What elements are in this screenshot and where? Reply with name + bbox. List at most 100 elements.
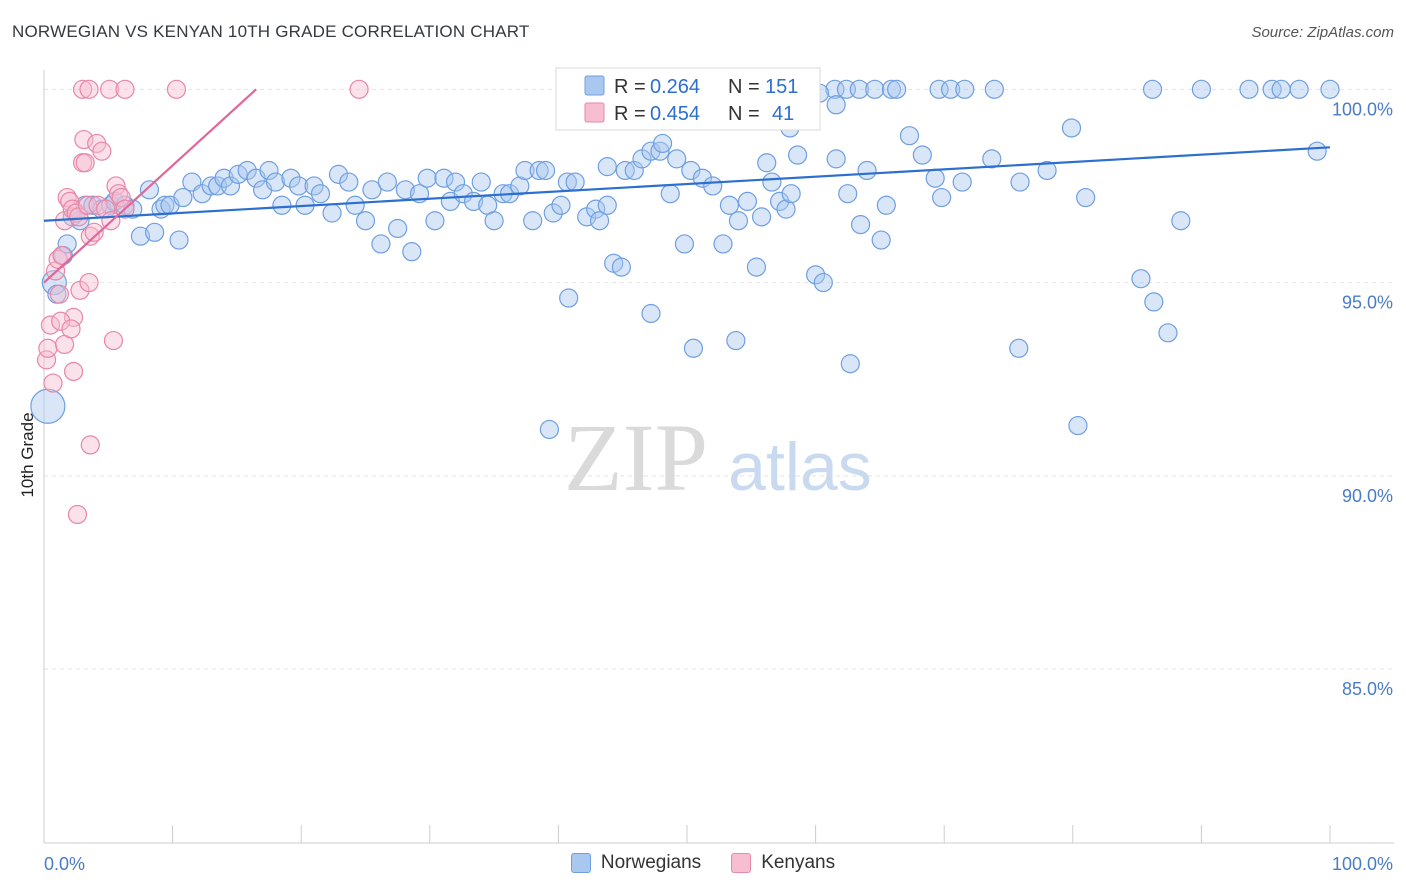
point-kenyans-35 [349, 79, 369, 99]
point-norwegians-38 [304, 176, 324, 196]
point-norwegians-42 [339, 172, 359, 192]
point-norwegians-46 [371, 234, 391, 254]
watermark-zip: ZIP [564, 404, 708, 511]
point-norwegians-98 [762, 172, 782, 192]
point-norwegians-147 [683, 338, 704, 358]
chart-title: NORWEGIAN VS KENYAN 10TH GRADE CORRELATI… [12, 22, 530, 41]
point-norwegians-44 [355, 211, 376, 231]
legend-item-kenyans: Kenyans [731, 852, 835, 874]
point-kenyans-40 [63, 361, 84, 382]
point-norwegians-134 [865, 79, 885, 99]
legend-swatch-kenyans [584, 102, 605, 123]
point-kenyans-34 [166, 79, 187, 99]
legend-r-label-kenyans: R = [614, 103, 646, 125]
point-norwegians-125 [1239, 79, 1259, 99]
point-kenyans-41 [80, 435, 100, 455]
point-norwegians-146 [726, 330, 746, 351]
point-norwegians-34 [272, 195, 292, 215]
point-norwegians-149 [559, 288, 579, 308]
point-norwegians-65 [515, 160, 535, 181]
point-norwegians-105 [826, 149, 846, 169]
legend-label-norwegians: Norwegians [600, 852, 702, 873]
point-kenyans-42 [67, 504, 88, 525]
point-norwegians-90 [703, 176, 723, 196]
point-norwegians-76 [597, 195, 617, 215]
legend-label-kenyans: Kenyans [761, 852, 836, 873]
point-kenyans-39 [103, 330, 124, 351]
legend-item-norwegians: Norwegians [570, 852, 702, 874]
point-norwegians-45 [362, 180, 382, 200]
point-norwegians-21 [173, 187, 193, 208]
point-norwegians-83 [650, 141, 670, 161]
point-kenyans-12 [63, 307, 84, 327]
x-tick-label-1: 100.0% [1332, 854, 1393, 874]
point-kenyans-10 [60, 191, 80, 212]
point-norwegians-102 [787, 145, 808, 165]
point-norwegians-96 [751, 207, 772, 227]
point-kenyans-17 [75, 153, 95, 173]
point-norwegians-115 [952, 172, 972, 192]
source-credit: Source: ZipAtlas.com [1251, 24, 1394, 41]
point-norwegians-107 [851, 215, 871, 235]
point-norwegians-129 [1307, 141, 1327, 161]
point-norwegians-14 [130, 226, 151, 246]
point-norwegians-35 [281, 168, 301, 188]
point-norwegians-59 [471, 172, 491, 192]
point-norwegians-133 [849, 79, 869, 99]
point-kenyans-30 [72, 79, 93, 99]
y-tick-label-2: 90.0% [1342, 486, 1393, 506]
point-norwegians-54 [434, 168, 454, 188]
legend-swatch-norwegians-bottom [570, 853, 591, 873]
point-norwegians-131 [825, 79, 845, 99]
point-norwegians-137 [929, 79, 949, 99]
trend-line-norwegians [43, 146, 1331, 222]
point-kenyans-36 [51, 311, 71, 331]
point-norwegians-20 [169, 230, 189, 250]
point-norwegians-121 [1144, 292, 1164, 312]
point-kenyans-31 [79, 79, 99, 99]
y-tick-label-3: 85.0% [1342, 679, 1393, 699]
point-norwegians-140 [984, 79, 1004, 99]
point-norwegians-152 [826, 95, 846, 115]
point-norwegians-41 [328, 164, 349, 184]
y-tick-label-0: 100.0% [1332, 99, 1393, 119]
watermark-atlas: atlas [728, 429, 872, 505]
point-kenyans-26 [106, 176, 126, 196]
trend-lines [43, 88, 1331, 284]
point-norwegians-101 [781, 184, 801, 204]
point-norwegians-49 [395, 180, 415, 200]
point-norwegians-100 [776, 199, 796, 219]
point-norwegians-33 [265, 172, 286, 192]
legend-swatch-kenyans-bottom [731, 853, 752, 873]
point-norwegians-150 [539, 419, 559, 440]
point-norwegians-128 [1289, 79, 1309, 99]
point-kenyans-20 [84, 222, 104, 242]
point-norwegians-108 [857, 160, 877, 181]
point-kenyans-38 [79, 272, 99, 293]
point-norwegians-56 [445, 172, 466, 192]
point-kenyans-7 [52, 245, 72, 266]
point-norwegians-145 [840, 354, 860, 374]
point-norwegians-143 [1142, 79, 1163, 99]
point-norwegians-99 [769, 191, 790, 212]
legend-n-label-norwegians: N = [728, 76, 760, 98]
point-norwegians-88 [681, 160, 701, 181]
point-norwegians-78 [611, 257, 632, 277]
point-norwegians-47 [377, 172, 397, 192]
legend-n-label-kenyans: N = [728, 103, 760, 125]
point-kenyans-28 [111, 187, 131, 208]
y-tick-label-1: 95.0% [1342, 293, 1393, 313]
point-norwegians-16 [144, 222, 165, 242]
point-kenyans-44 [61, 319, 81, 339]
point-norwegians-95 [746, 257, 767, 277]
point-norwegians-151 [597, 157, 617, 177]
point-norwegians-120 [1131, 269, 1151, 289]
legend-swatch-norwegians [584, 75, 605, 96]
point-norwegians-72 [565, 172, 585, 192]
point-norwegians-106 [838, 184, 858, 204]
point-norwegians-87 [674, 234, 695, 254]
stats-legend: R = 0.264 N = 151 R = 0.454 N = 41 [555, 67, 821, 131]
point-norwegians-50 [402, 242, 422, 262]
point-norwegians-138 [941, 79, 961, 99]
point-norwegians-68 [535, 160, 556, 181]
